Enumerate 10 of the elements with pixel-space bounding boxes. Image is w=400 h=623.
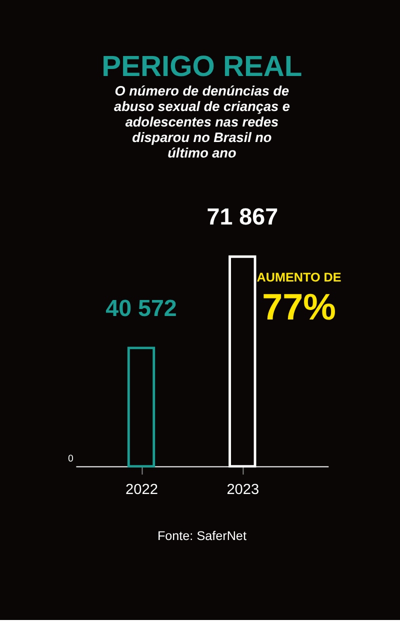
text: 0 [68,453,74,464]
x-tick-label: 2023 [226,482,260,498]
x-tick-label: 2022 [126,482,158,498]
data-label: 40 572 [106,294,177,321]
chart-title: PERIGO REAL [102,51,302,84]
annotation: 77% [262,286,336,328]
data-label: 71 867 [206,204,278,230]
chart-subtitle: O número de denúncias de abuso sexual de crianças e adolescentes nas redes disparou no Brasil no último ano [114,83,290,161]
annotation: AUMENTO DE [256,270,342,284]
source-note: Fonte: SaferNet [157,529,247,544]
